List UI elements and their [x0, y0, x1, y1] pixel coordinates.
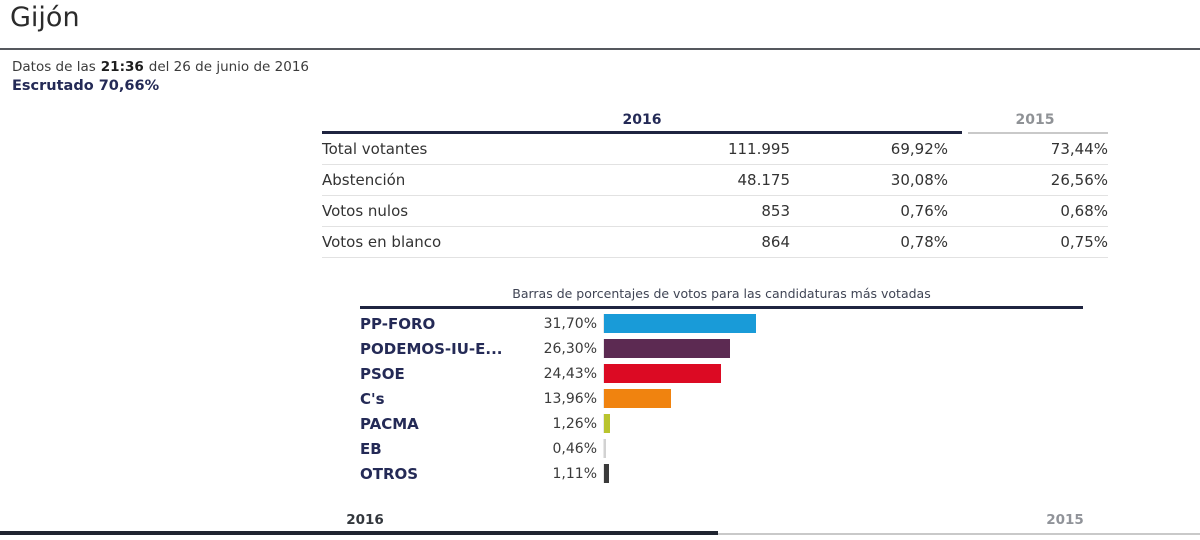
status-block: Datos de las 21:36 del 26 de junio de 2016…: [12, 59, 309, 94]
status-date: del 26 de junio de 2016: [148, 59, 310, 75]
bar-track: [603, 364, 1083, 383]
bar-track: [603, 314, 1083, 333]
data-timestamp-line: Datos de las 21:36 del 26 de junio de 2016: [12, 59, 309, 75]
column-header-2016: 2016: [622, 112, 662, 128]
table-cell-percent-2015: 0,75%: [1060, 233, 1108, 251]
party-bar: [604, 339, 731, 358]
party-bar: [604, 414, 611, 433]
status-prefix: Datos de las: [12, 59, 96, 75]
party-label: C's: [360, 389, 385, 408]
party-label: EB: [360, 439, 382, 458]
column-header-2015: 2015: [1015, 112, 1055, 128]
tab-2016[interactable]: 2016: [346, 512, 384, 528]
chart-top-rule: [360, 306, 1083, 309]
table-header-underline: [322, 131, 1108, 134]
party-label: PODEMOS-IU-E...: [360, 339, 503, 358]
table-cell-percent-2016: 69,92%: [890, 140, 948, 158]
chart-row: OTROS 1,11%: [360, 461, 1083, 486]
table-cell-percent-2016: 0,78%: [900, 233, 948, 251]
tab-2016-underline: [0, 531, 718, 535]
chart-row: PP-FORO 31,70%: [360, 311, 1083, 336]
turnout-summary-table: 2016 2015 Total votantes 111.995 69,92% 73,…: [322, 104, 1108, 258]
title-divider: [0, 48, 1200, 50]
chart-row: PACMA 1,26%: [360, 411, 1083, 436]
bar-track: [603, 414, 1083, 433]
table-cell-row-label: Abstención: [322, 171, 406, 189]
bar-track: [603, 389, 1083, 408]
chart-row: C's 13,96%: [360, 386, 1083, 411]
table-cell-votes-2016: 864: [761, 233, 790, 251]
table-row: Total votantes 111.995 69,92% 73,44%: [322, 134, 1108, 165]
party-bar: [604, 314, 757, 333]
tab-2015[interactable]: 2015: [1046, 512, 1084, 528]
page-title: Gijón: [10, 2, 80, 33]
header-underline-2015: [968, 132, 1108, 134]
tab-2015-underline: [718, 533, 1200, 535]
bar-track: [603, 439, 1083, 458]
table-cell-votes-2016: 853: [761, 202, 790, 220]
party-percentage: 31,70%: [543, 315, 597, 332]
table-header-row: 2016 2015: [322, 104, 1108, 128]
table-row: Votos en blanco 864 0,78% 0,75%: [322, 227, 1108, 258]
chart-title: Barras de porcentajes de votos para las …: [512, 286, 931, 301]
chart-row: PODEMOS-IU-E... 26,30%: [360, 336, 1083, 361]
party-percentage: 13,96%: [543, 390, 597, 407]
table-cell-percent-2015: 0,68%: [1060, 202, 1108, 220]
table-row: Abstención 48.175 30,08% 26,56%: [322, 165, 1108, 196]
votes-bar-chart: Barras de porcentajes de votos para las …: [360, 286, 1083, 486]
table-cell-percent-2016: 0,76%: [900, 202, 948, 220]
status-time: 21:36: [100, 59, 144, 75]
table-row: Votos nulos 853 0,76% 0,68%: [322, 196, 1108, 227]
table-cell-percent-2015: 26,56%: [1050, 171, 1108, 189]
table-cell-votes-2016: 111.995: [727, 140, 790, 158]
table-body: Total votantes 111.995 69,92% 73,44% Abstenc…: [322, 134, 1108, 258]
party-percentage: 26,30%: [543, 340, 597, 357]
table-cell-row-label: Votos nulos: [322, 202, 409, 220]
party-label: PP-FORO: [360, 314, 436, 333]
table-cell-percent-2016: 30,08%: [890, 171, 948, 189]
party-bar: [604, 364, 722, 383]
party-bar: [604, 389, 671, 408]
scrutinized-percentage: Escrutado 70,66%: [12, 78, 160, 94]
table-cell-row-label: Total votantes: [322, 140, 428, 158]
chart-row: EB 0,46%: [360, 436, 1083, 461]
bar-track: [603, 464, 1083, 483]
party-percentage: 1,11%: [552, 465, 597, 482]
chart-row: PSOE 24,43%: [360, 361, 1083, 386]
bar-track: [603, 339, 1083, 358]
party-label: OTROS: [360, 464, 419, 483]
party-label: PSOE: [360, 364, 405, 383]
table-cell-row-label: Votos en blanco: [322, 233, 442, 251]
header-underline-2016: [322, 131, 962, 134]
table-cell-votes-2016: 48.175: [737, 171, 791, 189]
party-label: PACMA: [360, 414, 419, 433]
party-bar: [604, 439, 607, 458]
chart-rows: PP-FORO 31,70% PODEMOS-IU-E... 26,30% PSOE 24…: [360, 311, 1083, 486]
party-percentage: 1,26%: [552, 415, 597, 432]
party-percentage: 0,46%: [552, 440, 597, 457]
party-bar: [604, 464, 610, 483]
table-cell-percent-2015: 73,44%: [1050, 140, 1108, 158]
party-percentage: 24,43%: [543, 365, 597, 382]
